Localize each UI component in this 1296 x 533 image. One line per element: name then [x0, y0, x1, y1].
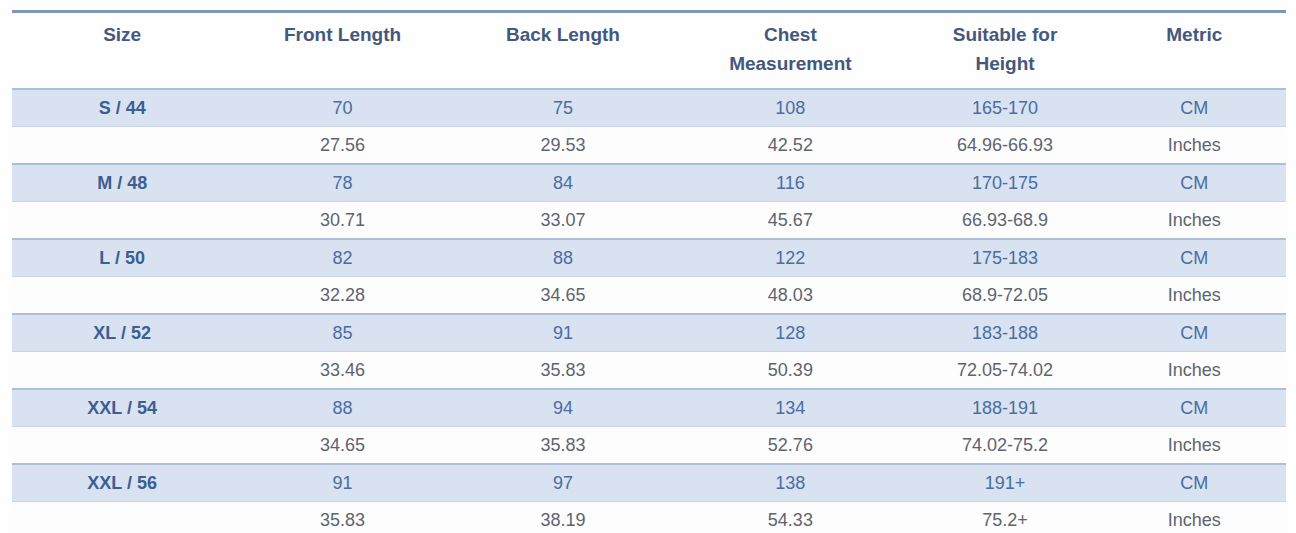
cell-chest: 42.52	[673, 126, 907, 164]
table-row: 32.2834.6548.0368.9-72.05Inches	[12, 276, 1286, 314]
column-header-front: Front Length	[232, 12, 452, 89]
table-row: XXL / 569197138191+CM	[12, 464, 1286, 502]
cell-chest: 138	[673, 464, 907, 502]
table-row: XL / 528591128183-188CM	[12, 314, 1286, 352]
cell-front: 91	[232, 464, 452, 502]
cell-front: 35.83	[232, 501, 452, 533]
table-row: M / 487884116170-175CM	[12, 164, 1286, 202]
cell-chest: 128	[673, 314, 907, 352]
cell-front: 82	[232, 239, 452, 277]
cell-front: 27.56	[232, 126, 452, 164]
table-row: S / 447075108165-170CM	[12, 89, 1286, 127]
column-header-height: Suitable for Height	[908, 12, 1103, 89]
cell-metric: Inches	[1103, 126, 1287, 164]
cell-size: L / 50	[12, 239, 232, 277]
cell-size: XL / 52	[12, 314, 232, 352]
cell-front: 85	[232, 314, 452, 352]
cell-front: 70	[232, 89, 452, 127]
cell-metric: Inches	[1103, 201, 1287, 239]
cell-size	[12, 126, 232, 164]
cell-back: 34.65	[453, 276, 673, 314]
cell-metric: Inches	[1103, 351, 1287, 389]
cell-metric: Inches	[1103, 276, 1287, 314]
column-header-back: Back Length	[453, 12, 673, 89]
cell-chest: 48.03	[673, 276, 907, 314]
table-row: 33.4635.8350.3972.05-74.02Inches	[12, 351, 1286, 389]
cell-back: 38.19	[453, 501, 673, 533]
cell-height: 74.02-75.2	[908, 426, 1103, 464]
cell-height: 165-170	[908, 89, 1103, 127]
cell-size	[12, 276, 232, 314]
cell-back: 94	[453, 389, 673, 427]
table-row: 34.6535.8352.7674.02-75.2Inches	[12, 426, 1286, 464]
cell-chest: 52.76	[673, 426, 907, 464]
cell-size: XXL / 56	[12, 464, 232, 502]
cell-back: 33.07	[453, 201, 673, 239]
cell-back: 29.53	[453, 126, 673, 164]
cell-chest: 134	[673, 389, 907, 427]
cell-height: 75.2+	[908, 501, 1103, 533]
table-row: 35.8338.1954.3375.2+Inches	[12, 501, 1286, 533]
cell-back: 84	[453, 164, 673, 202]
table-body: S / 447075108165-170CM27.5629.5342.5264.…	[12, 89, 1286, 533]
cell-height: 66.93-68.9	[908, 201, 1103, 239]
cell-height: 175-183	[908, 239, 1103, 277]
table-row: 27.5629.5342.5264.96-66.93Inches	[12, 126, 1286, 164]
cell-back: 91	[453, 314, 673, 352]
cell-metric: CM	[1103, 89, 1287, 127]
cell-metric: CM	[1103, 314, 1287, 352]
cell-front: 78	[232, 164, 452, 202]
cell-back: 35.83	[453, 351, 673, 389]
cell-height: 191+	[908, 464, 1103, 502]
cell-front: 33.46	[232, 351, 452, 389]
cell-chest: 108	[673, 89, 907, 127]
cell-front: 30.71	[232, 201, 452, 239]
cell-height: 72.05-74.02	[908, 351, 1103, 389]
table-row: 30.7133.0745.6766.93-68.9Inches	[12, 201, 1286, 239]
cell-size: S / 44	[12, 89, 232, 127]
cell-metric: Inches	[1103, 501, 1287, 533]
cell-front: 88	[232, 389, 452, 427]
cell-height: 183-188	[908, 314, 1103, 352]
cell-metric: CM	[1103, 389, 1287, 427]
cell-chest: 54.33	[673, 501, 907, 533]
cell-metric: Inches	[1103, 426, 1287, 464]
table-header: SizeFront LengthBack LengthChest Measure…	[12, 12, 1286, 89]
cell-back: 88	[453, 239, 673, 277]
cell-size	[12, 201, 232, 239]
cell-size	[12, 501, 232, 533]
cell-chest: 50.39	[673, 351, 907, 389]
cell-chest: 116	[673, 164, 907, 202]
cell-height: 170-175	[908, 164, 1103, 202]
cell-height: 64.96-66.93	[908, 126, 1103, 164]
cell-size	[12, 351, 232, 389]
cell-height: 68.9-72.05	[908, 276, 1103, 314]
header-row: SizeFront LengthBack LengthChest Measure…	[12, 12, 1286, 89]
cell-size	[12, 426, 232, 464]
cell-metric: CM	[1103, 464, 1287, 502]
cell-metric: CM	[1103, 164, 1287, 202]
cell-chest: 122	[673, 239, 907, 277]
cell-back: 35.83	[453, 426, 673, 464]
cell-size: XXL / 54	[12, 389, 232, 427]
cell-metric: CM	[1103, 239, 1287, 277]
column-header-chest: Chest Measurement	[673, 12, 907, 89]
column-header-metric: Metric	[1103, 12, 1287, 89]
size-chart-table: SizeFront LengthBack LengthChest Measure…	[12, 10, 1286, 533]
column-header-size: Size	[12, 12, 232, 89]
cell-back: 75	[453, 89, 673, 127]
cell-back: 97	[453, 464, 673, 502]
table-row: L / 508288122175-183CM	[12, 239, 1286, 277]
cell-front: 32.28	[232, 276, 452, 314]
cell-size: M / 48	[12, 164, 232, 202]
cell-height: 188-191	[908, 389, 1103, 427]
size-chart-page: SizeFront LengthBack LengthChest Measure…	[0, 0, 1296, 533]
table-row: XXL / 548894134188-191CM	[12, 389, 1286, 427]
cell-front: 34.65	[232, 426, 452, 464]
cell-chest: 45.67	[673, 201, 907, 239]
